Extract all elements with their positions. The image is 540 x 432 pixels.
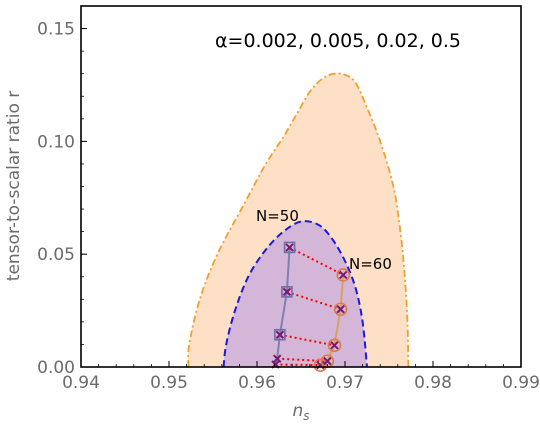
y-tick-label: 0.10 [37,132,75,152]
n60-circle-marker [333,302,348,317]
y-axis-title: tensor-to-scalar ratio r [4,91,24,281]
n60-point [336,305,345,314]
ticks: 0.94 0.95 0.96 0.97 0.98 0.99 0.00 0.05 0.10 0.15 [37,5,540,393]
n50-point [282,287,292,297]
n60-point [339,270,348,280]
cross-mark-stroke [273,354,282,363]
cross-mark-stroke [323,356,332,366]
n50-square-marker [283,241,296,254]
x-tick-label: 0.94 [62,373,100,393]
n60-circle-marker [313,358,328,372]
n50-point [275,330,285,339]
y-tick-label: 0.15 [37,20,75,40]
n50-point [285,243,294,252]
n50-point [273,354,282,363]
n60-circle-marker [336,268,351,282]
contour-68-outline [222,220,368,368]
plot-area [187,72,410,372]
cross-mark-stroke [282,287,292,297]
cross-mark-stroke [275,330,285,339]
y-tick-label: 0.05 [37,245,75,265]
alpha-connector-line [277,357,328,363]
n60-point [330,341,339,350]
cross-mark-stroke [285,243,294,252]
alpha-annotation: α=0.002, 0.005, 0.02, 0.5 [215,30,461,52]
alpha-connector-line [279,333,335,347]
n60-circle-marker [327,338,342,353]
n50-square-marker [274,328,286,341]
x-tick-label: 0.99 [502,373,540,393]
cross-mark-stroke [339,270,348,280]
x-axis-title: ns [292,401,309,423]
x-tick-label: 0.95 [150,373,188,393]
cross-mark-stroke [330,341,339,350]
x-tick-label: 0.97 [326,373,364,393]
y-tick-label: 0.00 [37,358,75,378]
x-tick-label: 0.98 [414,373,452,393]
x-tick-label: 0.96 [238,373,276,393]
contour-95-outline [187,72,410,368]
n50-square-marker [281,286,293,298]
n50-label: N=50 [256,207,299,225]
contour-68-fill [223,221,367,367]
alpha-connector-line [289,246,344,276]
cross-mark-stroke [336,305,345,314]
n60-point [323,356,332,366]
n60-label: N=60 [349,255,392,273]
